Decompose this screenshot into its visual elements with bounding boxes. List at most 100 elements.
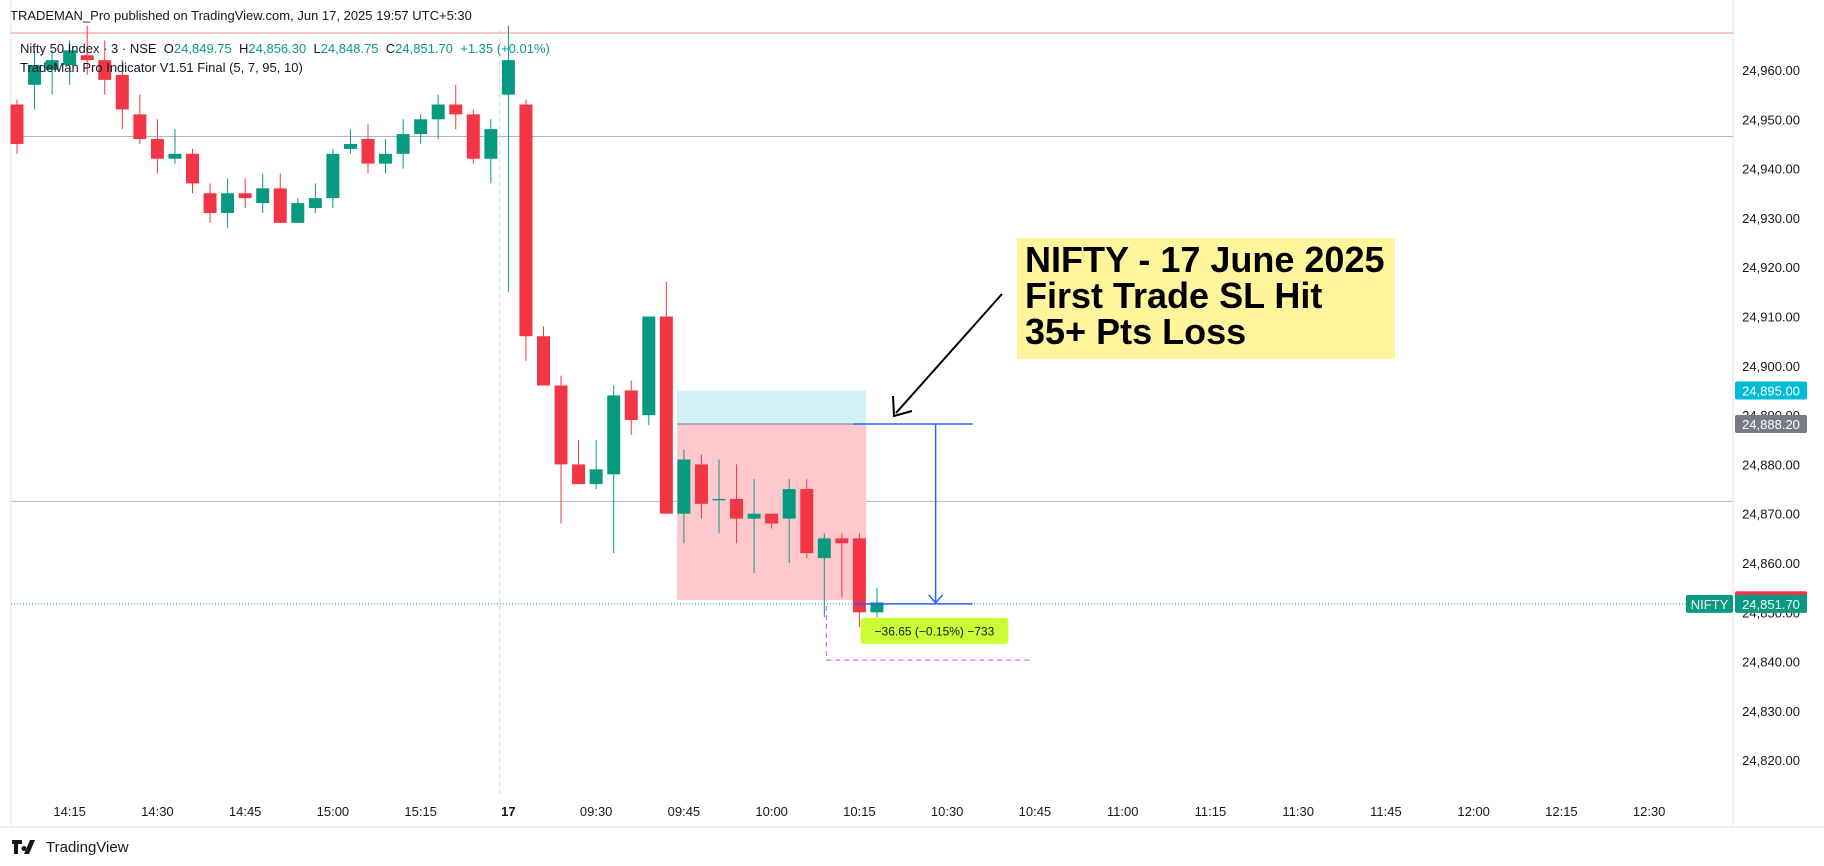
candle (326, 148, 340, 209)
candle-body (730, 498, 744, 519)
candle-body (519, 104, 533, 337)
candle-body (343, 143, 357, 149)
x-tick-label: 11:45 (1370, 804, 1402, 819)
candle-body (659, 316, 673, 514)
candle (554, 375, 568, 524)
legend-symbol[interactable]: Nifty 50 Index · 3 · NSE (20, 41, 157, 56)
candle-body (747, 513, 761, 519)
candle (484, 119, 498, 184)
tradingview-logo-icon (12, 840, 35, 854)
candle (694, 454, 708, 519)
annotation-arrow-head (892, 395, 913, 418)
x-tick-label: 12:30 (1633, 804, 1666, 819)
annotation-line-2: First Trade SL Hit (1025, 275, 1323, 316)
measure-arrow-head (928, 594, 944, 605)
y-tick-label: 24,820.00 (1742, 753, 1800, 768)
candle (519, 99, 533, 361)
price-axis-label-box (1735, 414, 1807, 433)
price-axis-label: 24,895.00 (1742, 383, 1800, 398)
candle-body (800, 489, 814, 554)
long-position-stop-zone (677, 423, 867, 600)
candle (186, 148, 199, 194)
candle-body (431, 104, 445, 120)
measure-label-text: −36.65 (−0.15%) −733 (875, 624, 995, 638)
annotation-note[interactable]: NIFTY - 17 June 2025 First Trade SL Hit … (1017, 238, 1395, 359)
x-tick-label: 11:30 (1282, 804, 1314, 819)
last-price-tag: NIFTY (1691, 597, 1729, 612)
candle (291, 198, 305, 223)
candle (379, 139, 393, 174)
candle (28, 50, 42, 110)
measure-label-box (860, 617, 1009, 644)
legend-high-label: H (239, 41, 249, 56)
candle-body (624, 390, 638, 421)
candle-body (835, 538, 849, 544)
brand-name: TradingView (46, 838, 129, 856)
candle-body (484, 129, 498, 159)
price-axis-label-box (1735, 594, 1807, 613)
candle (98, 40, 112, 95)
price-axis-label: 24,851.70 (1742, 597, 1800, 612)
annotation-line-1: NIFTY - 17 June 2025 (1025, 239, 1385, 280)
legend-open-label: O (163, 41, 174, 56)
candle (642, 316, 656, 425)
candle (361, 124, 375, 174)
candle (589, 439, 603, 490)
candle (63, 40, 77, 85)
x-tick-label: 10:45 (1019, 804, 1052, 819)
candle-body (589, 469, 603, 485)
candle (431, 94, 445, 140)
legend-change: +1.35 (+0.01%) (460, 41, 550, 56)
legend-close-value: 24,851.70 (395, 41, 454, 56)
legend-indicator[interactable]: TradeMan Pro Indicator V1.51 Final (5, 7… (20, 60, 303, 75)
candle (150, 119, 164, 174)
legend-low-label: L (313, 41, 321, 56)
candle (747, 479, 761, 573)
candle (782, 479, 796, 563)
candle-body (572, 464, 586, 485)
tradingview-brand[interactable]: TradingView (12, 836, 129, 858)
y-tick-label: 24,860.00 (1742, 556, 1800, 571)
candle (45, 50, 59, 95)
candle-body (449, 104, 463, 115)
candle-body (326, 153, 340, 199)
candle (396, 119, 410, 169)
candle-body (168, 153, 182, 159)
y-tick-label: 24,910.00 (1742, 310, 1800, 325)
x-tick-label: 17 (501, 804, 515, 819)
y-tick-label: 24,830.00 (1742, 704, 1800, 719)
candle-body (554, 385, 568, 465)
last-price-tag-box (1686, 594, 1733, 613)
candle-body (45, 60, 59, 70)
candle (221, 178, 235, 228)
x-tick-label: 12:15 (1545, 804, 1578, 819)
candle-body (361, 139, 375, 164)
candle (273, 173, 287, 223)
candle-body (817, 538, 831, 559)
candle (10, 99, 24, 154)
y-tick-label: 24,840.00 (1742, 655, 1800, 670)
x-tick-label: 12:00 (1457, 804, 1490, 819)
publish-header: TRADEMAN_Pro published on TradingView.co… (10, 8, 472, 23)
candle-body (379, 153, 393, 164)
legend-close-label: C (385, 41, 396, 56)
candle-body (150, 139, 164, 159)
candle (168, 129, 182, 164)
candle (659, 281, 673, 514)
candle-body (63, 50, 77, 66)
x-tick-label: 11:15 (1195, 804, 1227, 819)
candle-body (133, 114, 147, 140)
legend-low-value: 24,848.75 (320, 41, 379, 56)
candle-body (186, 153, 199, 184)
candle-body (396, 134, 410, 154)
annotation-arrow-line (895, 293, 1003, 414)
candle-body (80, 55, 94, 61)
candle (449, 84, 463, 130)
candle-body (308, 198, 322, 209)
candle (80, 25, 94, 75)
candle (607, 385, 621, 554)
candle-body (414, 119, 428, 135)
candle-body (694, 464, 708, 504)
candle-body (677, 459, 691, 514)
